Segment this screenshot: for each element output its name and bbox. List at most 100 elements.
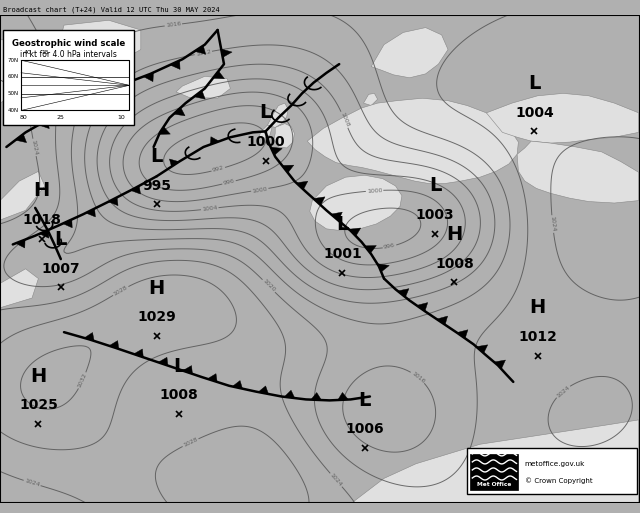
Text: Geostrophic wind scale: Geostrophic wind scale: [12, 39, 125, 48]
Polygon shape: [284, 390, 295, 398]
Polygon shape: [436, 316, 447, 325]
Text: 1012: 1012: [518, 330, 557, 344]
Text: 70N: 70N: [8, 58, 19, 63]
Polygon shape: [211, 137, 220, 145]
Polygon shape: [457, 330, 468, 339]
Text: 992: 992: [212, 165, 225, 173]
Text: in kt for 4.0 hPa intervals: in kt for 4.0 hPa intervals: [20, 50, 117, 60]
Text: 996: 996: [223, 179, 236, 186]
Text: 1024: 1024: [31, 139, 38, 155]
Polygon shape: [268, 103, 288, 128]
Text: 1016: 1016: [410, 370, 426, 384]
Text: 1007: 1007: [42, 262, 80, 275]
Text: 1001: 1001: [323, 247, 362, 261]
Polygon shape: [170, 61, 180, 69]
Polygon shape: [40, 230, 49, 238]
Text: 1018: 1018: [22, 213, 61, 227]
Text: 1032: 1032: [77, 372, 88, 389]
Polygon shape: [476, 345, 488, 353]
Polygon shape: [183, 366, 193, 374]
Polygon shape: [109, 341, 119, 349]
Polygon shape: [338, 392, 348, 400]
Text: 1000: 1000: [252, 186, 268, 193]
Polygon shape: [494, 360, 506, 368]
Text: 1000: 1000: [367, 188, 383, 194]
Text: L: L: [358, 391, 371, 410]
Text: H: H: [446, 225, 463, 244]
Text: 1008: 1008: [160, 388, 198, 402]
Polygon shape: [378, 264, 389, 272]
Text: 1029: 1029: [138, 310, 176, 324]
Polygon shape: [371, 28, 448, 78]
Text: 80: 80: [20, 115, 28, 120]
Polygon shape: [0, 171, 45, 220]
Polygon shape: [58, 20, 141, 64]
Polygon shape: [364, 93, 378, 106]
Bar: [467, 448, 637, 494]
Text: 1024: 1024: [556, 384, 571, 399]
Polygon shape: [195, 46, 205, 54]
Text: 1024: 1024: [329, 472, 343, 487]
Text: 25: 25: [57, 115, 65, 120]
Polygon shape: [194, 91, 205, 99]
Polygon shape: [176, 76, 230, 98]
Polygon shape: [15, 240, 25, 248]
Polygon shape: [310, 175, 402, 231]
Polygon shape: [173, 108, 185, 116]
Polygon shape: [170, 159, 179, 167]
Polygon shape: [84, 332, 94, 341]
Text: 1004: 1004: [515, 106, 554, 120]
Text: L: L: [259, 103, 272, 123]
Polygon shape: [116, 83, 126, 92]
Bar: [470, 453, 518, 490]
Polygon shape: [63, 220, 72, 228]
Polygon shape: [486, 93, 639, 143]
Text: 40: 40: [24, 50, 31, 55]
Polygon shape: [143, 73, 154, 82]
Polygon shape: [15, 134, 27, 143]
Text: Met Office: Met Office: [477, 482, 511, 487]
Polygon shape: [207, 373, 217, 382]
Polygon shape: [397, 289, 409, 297]
Text: L: L: [429, 176, 442, 195]
Polygon shape: [274, 124, 294, 148]
Polygon shape: [296, 181, 308, 189]
Text: 1008: 1008: [435, 256, 474, 271]
Text: 1020: 1020: [261, 279, 276, 293]
Polygon shape: [307, 98, 518, 184]
Text: H: H: [529, 298, 546, 318]
Text: 1016: 1016: [165, 22, 181, 28]
Text: 1024: 1024: [549, 216, 556, 232]
Text: 60N: 60N: [8, 74, 19, 80]
Text: 1024: 1024: [24, 478, 40, 488]
Polygon shape: [311, 392, 321, 400]
Text: L: L: [336, 215, 349, 234]
Text: 1004: 1004: [202, 205, 218, 212]
Text: L: L: [150, 147, 163, 166]
Polygon shape: [259, 125, 272, 138]
Polygon shape: [352, 420, 639, 503]
Polygon shape: [517, 141, 639, 203]
Polygon shape: [38, 120, 49, 129]
Polygon shape: [63, 106, 74, 114]
Polygon shape: [349, 228, 361, 236]
Polygon shape: [159, 127, 170, 134]
Text: 1028: 1028: [113, 285, 129, 297]
Polygon shape: [258, 386, 268, 394]
Text: 995: 995: [142, 179, 172, 193]
Polygon shape: [212, 71, 225, 78]
Text: 1006: 1006: [346, 422, 384, 437]
Polygon shape: [314, 197, 325, 205]
Text: 1008: 1008: [339, 112, 350, 128]
Text: Broadcast chart (T+24) Valid 12 UTC Thu 30 MAY 2024: Broadcast chart (T+24) Valid 12 UTC Thu …: [3, 7, 220, 13]
Text: 40N: 40N: [8, 108, 19, 113]
Text: L: L: [173, 357, 186, 376]
Polygon shape: [89, 94, 99, 103]
Polygon shape: [331, 212, 342, 221]
Polygon shape: [232, 381, 243, 389]
Text: 1025: 1025: [19, 398, 58, 412]
Text: H: H: [148, 279, 165, 298]
Polygon shape: [417, 303, 428, 311]
Text: metoffice.gov.uk: metoffice.gov.uk: [525, 461, 585, 467]
Polygon shape: [271, 147, 282, 155]
